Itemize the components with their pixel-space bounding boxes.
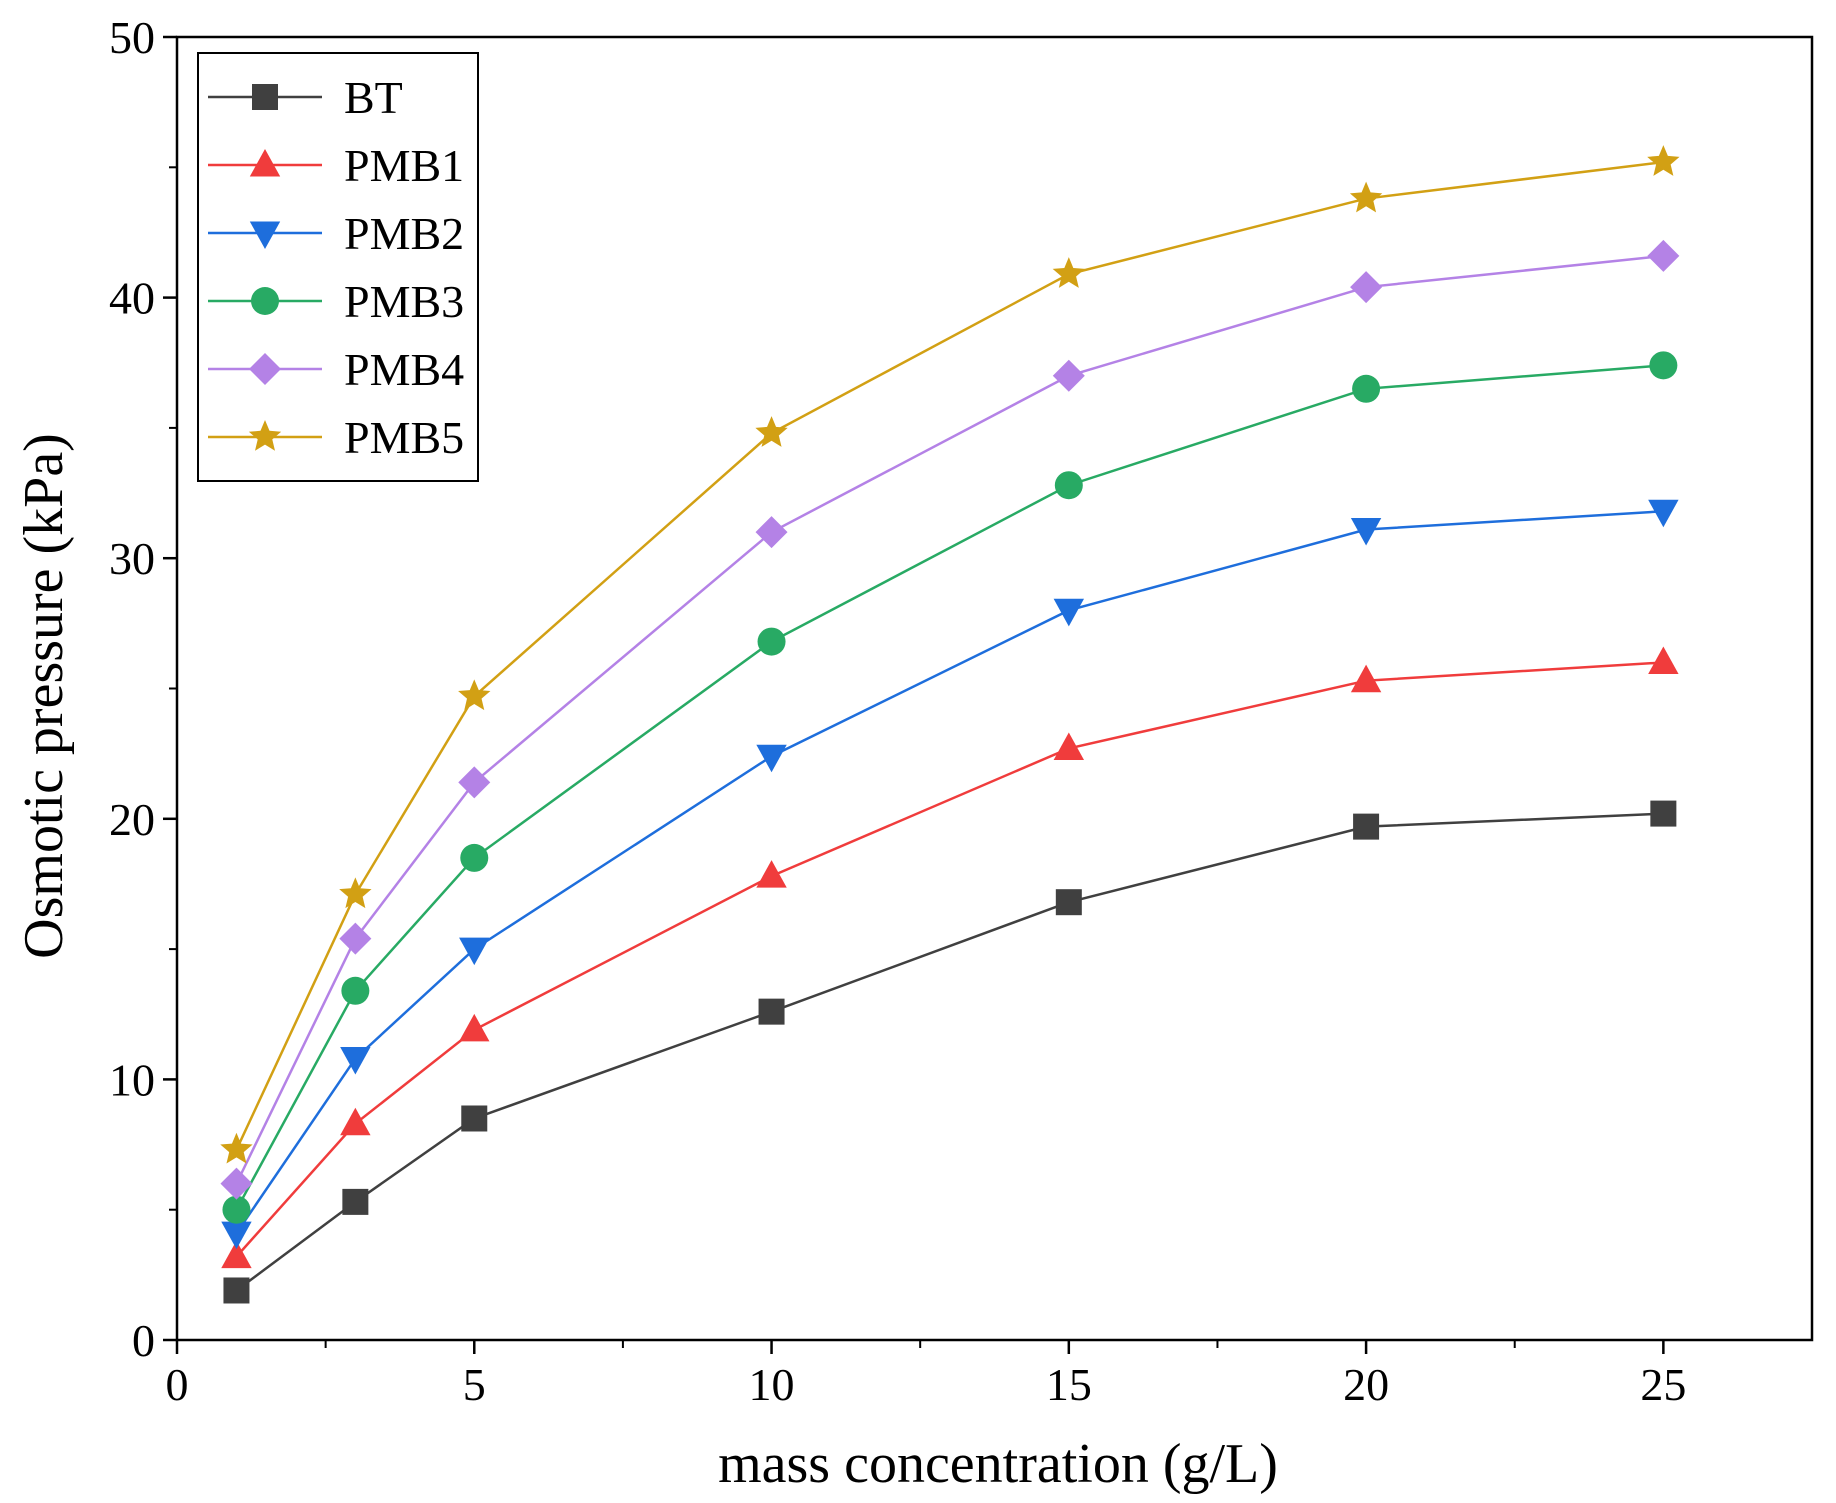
data-point-pmb1 bbox=[1350, 664, 1382, 693]
data-point-pmb4 bbox=[1052, 359, 1085, 392]
data-point-pmb3 bbox=[341, 976, 370, 1005]
legend: BT PMB1 PMB2 PMB3 PMB4 PMB5 bbox=[197, 52, 479, 482]
data-point-pmb4 bbox=[1350, 271, 1383, 304]
data-point-pmb5 bbox=[458, 679, 491, 711]
data-point-bt bbox=[1055, 889, 1082, 916]
y-tick-label: 50 bbox=[109, 12, 155, 63]
data-point-pmb1 bbox=[221, 1240, 252, 1269]
x-tick-label: 25 bbox=[1640, 1359, 1686, 1410]
series-pmb2 bbox=[221, 499, 1679, 1250]
data-point-bt bbox=[758, 998, 785, 1025]
data-point-bt bbox=[342, 1188, 369, 1215]
y-tick-label: 40 bbox=[109, 273, 155, 324]
data-point-pmb2 bbox=[1648, 499, 1679, 528]
legend-marker bbox=[249, 353, 281, 385]
legend-marker bbox=[251, 287, 279, 315]
data-point-pmb1 bbox=[459, 1013, 490, 1042]
legend-label: PMB5 bbox=[344, 412, 464, 463]
data-point-pmb3 bbox=[1649, 351, 1678, 380]
data-point-pmb4 bbox=[458, 766, 491, 799]
data-point-pmb1 bbox=[1648, 646, 1679, 674]
x-tick-label: 20 bbox=[1343, 1359, 1389, 1410]
legend-label: BT bbox=[344, 72, 403, 123]
data-point-bt bbox=[223, 1277, 250, 1304]
data-point-pmb2 bbox=[221, 1221, 252, 1250]
legend-marker bbox=[252, 84, 278, 110]
y-tick-label: 0 bbox=[132, 1315, 155, 1366]
data-point-pmb1 bbox=[1053, 732, 1085, 760]
legend-marker bbox=[249, 221, 281, 249]
series-pmb5 bbox=[220, 145, 1680, 1164]
legend-item-bt: BT bbox=[208, 72, 403, 123]
data-point-pmb5 bbox=[755, 416, 788, 447]
data-point-pmb3 bbox=[1054, 471, 1083, 500]
legend-label: PMB4 bbox=[344, 344, 464, 395]
data-point-pmb1 bbox=[340, 1107, 371, 1136]
legend-marker bbox=[249, 149, 281, 177]
data-point-pmb4 bbox=[339, 922, 372, 955]
data-point-pmb4 bbox=[755, 516, 788, 549]
data-point-pmb2 bbox=[1053, 598, 1085, 627]
data-point-pmb5 bbox=[1647, 145, 1680, 176]
y-tick-label: 10 bbox=[109, 1054, 155, 1105]
x-tick-label: 10 bbox=[749, 1359, 795, 1410]
data-point-bt bbox=[1353, 813, 1380, 840]
data-point-pmb1 bbox=[756, 860, 787, 888]
series-pmb1 bbox=[221, 646, 1679, 1269]
series-line-pmb2 bbox=[235, 510, 1664, 1234]
y-tick-label: 30 bbox=[109, 533, 155, 584]
x-axis-title: mass concentration (g/L) bbox=[718, 1433, 1278, 1495]
data-point-pmb3 bbox=[460, 843, 489, 872]
legend-label: PMB1 bbox=[344, 140, 464, 191]
series-line-pmb1 bbox=[235, 661, 1664, 1258]
data-point-pmb3 bbox=[757, 627, 786, 656]
y-tick-label: 20 bbox=[109, 794, 155, 845]
legend-item-pmb3: PMB3 bbox=[208, 276, 464, 327]
data-point-pmb4 bbox=[1647, 239, 1680, 272]
x-tick-label: 5 bbox=[463, 1359, 486, 1410]
axes-layer: 0 5 10 15 20 25 0 10 20 30 40 50 bbox=[109, 12, 1814, 1410]
legend-marker bbox=[248, 420, 282, 451]
data-point-pmb5 bbox=[220, 1132, 253, 1164]
legend-box bbox=[197, 52, 479, 482]
data-point-pmb4 bbox=[220, 1167, 253, 1200]
data-point-pmb3 bbox=[222, 1195, 251, 1224]
series-layer bbox=[220, 145, 1680, 1304]
legend-item-pmb4: PMB4 bbox=[208, 344, 464, 395]
data-point-bt bbox=[1650, 800, 1677, 827]
x-tick-label: 0 bbox=[166, 1359, 189, 1410]
data-point-pmb5 bbox=[339, 877, 372, 909]
legend-item-pmb1: PMB1 bbox=[208, 140, 464, 191]
y-axis-title: Osmotic pressure (kPa) bbox=[13, 433, 75, 959]
data-point-pmb3 bbox=[1352, 374, 1381, 403]
x-tick-label: 15 bbox=[1046, 1359, 1092, 1410]
data-point-pmb2 bbox=[459, 937, 490, 966]
legend-label: PMB3 bbox=[344, 276, 464, 327]
data-point-pmb2 bbox=[340, 1047, 371, 1075]
series-pmb4 bbox=[220, 239, 1680, 1200]
data-point-pmb5 bbox=[1349, 181, 1383, 213]
data-point-bt bbox=[461, 1105, 488, 1132]
legend-label: PMB2 bbox=[344, 208, 464, 259]
legend-item-pmb5: PMB5 bbox=[208, 412, 464, 463]
series-bt bbox=[223, 800, 1677, 1304]
data-point-pmb5 bbox=[1052, 257, 1085, 288]
data-point-pmb2 bbox=[756, 744, 787, 773]
data-point-pmb2 bbox=[1350, 518, 1382, 546]
series-pmb3 bbox=[222, 351, 1678, 1224]
legend-item-pmb2: PMB2 bbox=[208, 208, 464, 259]
series-line-pmb3 bbox=[235, 364, 1664, 1211]
